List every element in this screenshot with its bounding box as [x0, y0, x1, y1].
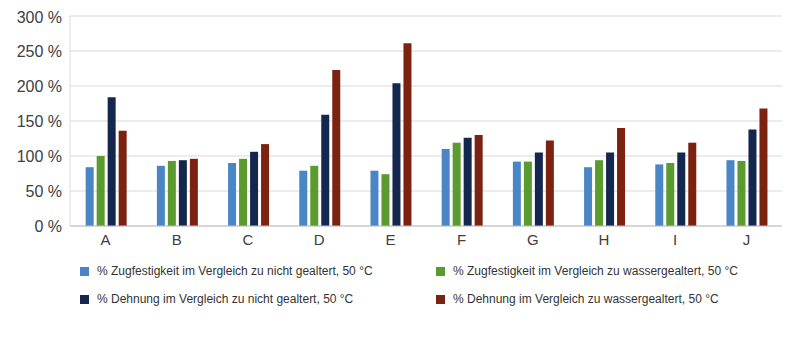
- svg-text:200 %: 200 %: [17, 78, 62, 95]
- svg-text:D: D: [314, 231, 325, 248]
- svg-text:G: G: [527, 231, 539, 248]
- html-text:% Zugfestigkeit im Vergleich z: % Zugfestigkeit im Vergleich zu nicht ge…: [97, 264, 373, 278]
- svg-text:C: C: [243, 231, 254, 248]
- svg-text:0 %: 0 %: [34, 218, 62, 235]
- html-text:% Dehnung im Vergleich zu nich: % Dehnung im Vergleich zu nicht gealtert…: [97, 292, 354, 306]
- svg-text:250 %: 250 %: [17, 43, 62, 60]
- svg-text:I: I: [673, 231, 677, 248]
- svg-text:F: F: [457, 231, 466, 248]
- svg-text:300 %: 300 %: [17, 9, 62, 26]
- svg-text:100 %: 100 %: [17, 148, 62, 165]
- svg-text:H: H: [599, 231, 610, 248]
- html-text:% Zugfestigkeit im Vergleich z: % Zugfestigkeit im Vergleich zu wasserge…: [453, 264, 738, 278]
- svg-text:B: B: [172, 231, 182, 248]
- svg-text:J: J: [743, 231, 751, 248]
- svg-text:E: E: [385, 231, 395, 248]
- svg-text:A: A: [101, 231, 111, 248]
- svg-text:150 %: 150 %: [17, 113, 62, 130]
- svg-text:50 %: 50 %: [26, 183, 62, 200]
- html-text:% Dehnung im Vergleich zu wass: % Dehnung im Vergleich zu wassergealtert…: [453, 292, 719, 306]
